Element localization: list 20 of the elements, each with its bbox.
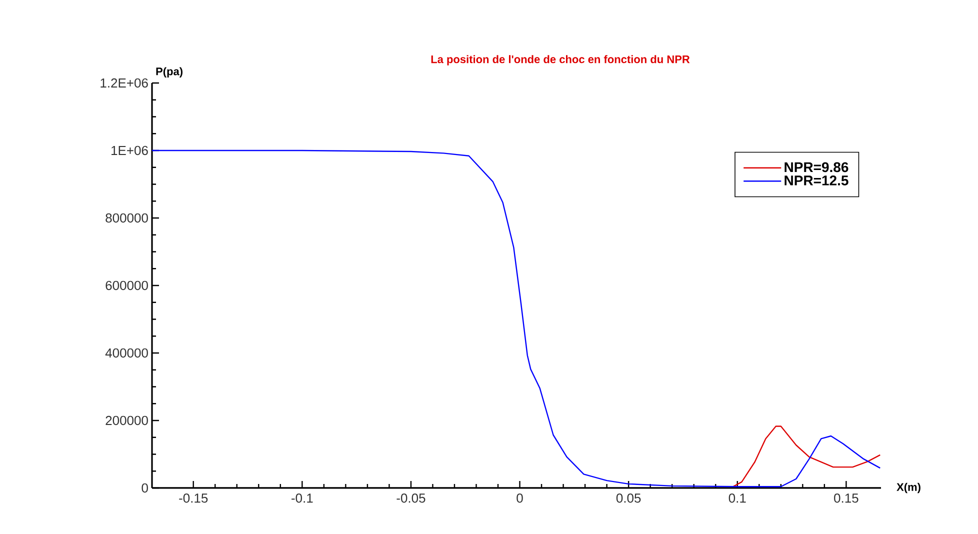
y-tick-label: 600000 xyxy=(106,280,148,290)
chart-title: La position de l'onde de choc en fonction du NPR xyxy=(431,55,690,66)
x-tick-label: -0.05 xyxy=(396,494,426,503)
line-series xyxy=(732,426,881,488)
y-tick-label: 800000 xyxy=(106,213,148,223)
y-tick-label: 400000 xyxy=(105,348,148,358)
x-tick-label: 0 xyxy=(516,494,523,503)
y-tick-label: 1.2E+06 xyxy=(100,78,148,88)
x-tick-label: -0.1 xyxy=(292,494,313,503)
x-tick-label: 0.1 xyxy=(728,494,746,503)
legend-label: NPR=12.5 xyxy=(784,176,848,186)
x-tick-label: -0.15 xyxy=(179,494,208,503)
y-tick-label: 1E+06 xyxy=(112,146,148,156)
y-tick-label: 200000 xyxy=(106,416,148,426)
x-axis-title: X(m) xyxy=(896,482,920,494)
y-tick-label: 0 xyxy=(142,483,148,493)
y-axis-title: P(pa) xyxy=(156,67,182,78)
x-tick-label: 0.05 xyxy=(616,494,641,503)
x-tick-label: 0.15 xyxy=(834,494,858,503)
legend-label: NPR=9.86 xyxy=(784,162,848,172)
